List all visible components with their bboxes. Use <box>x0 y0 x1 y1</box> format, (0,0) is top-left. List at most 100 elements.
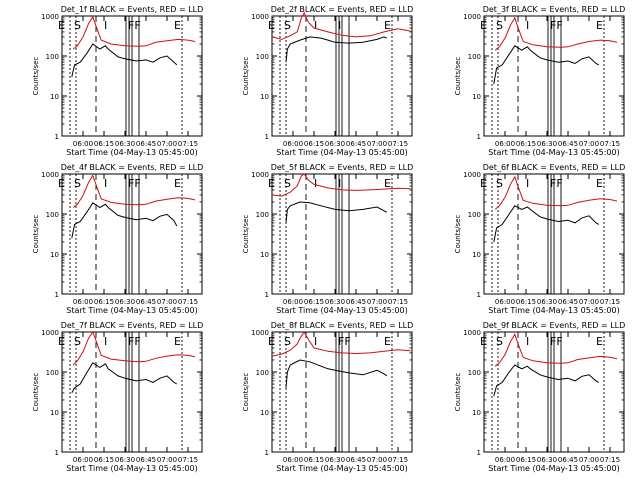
x-tick-label: 07:15 <box>388 298 408 306</box>
phase-marker: E <box>384 19 391 32</box>
x-tick-label: 06:30 <box>115 456 135 464</box>
x-axis-label: Start Time (04-May-13 05:45:00) <box>488 464 619 473</box>
x-tick-label: 06:45 <box>346 298 366 306</box>
phase-marker: S <box>284 335 291 348</box>
x-axis-label: Start Time (04-May-13 05:45:00) <box>276 464 407 473</box>
events-series-line <box>493 205 600 243</box>
y-tick-label: 1000 <box>41 13 59 21</box>
phase-marker: FF <box>550 335 563 348</box>
x-tick-label: 06:00 <box>495 456 515 464</box>
panel-title: Det_8f BLACK = Events, RED = LLD <box>271 321 414 330</box>
x-tick-label: 07:00 <box>157 298 177 306</box>
phase-marker: S <box>74 335 81 348</box>
panel-title: Det_2f BLACK = Events, RED = LLD <box>271 5 414 14</box>
phase-marker: E <box>58 335 65 348</box>
x-tick-label: 06:00 <box>283 140 303 148</box>
y-tick-label: 10 <box>50 409 59 417</box>
y-axis-label: Counts/sec <box>454 57 462 96</box>
panel-det-8: Det_8f BLACK = Events, RED = LLD 1 10 100 10… <box>242 321 413 473</box>
y-tick-label: 10 <box>472 409 481 417</box>
y-axis-label: Counts/sec <box>32 57 40 96</box>
lld-series-line <box>72 330 196 366</box>
x-axis-label: Start Time (04-May-13 05:45:00) <box>488 306 619 315</box>
x-tick-label: 06:15 <box>94 298 114 306</box>
phase-marker: E <box>268 177 275 190</box>
phase-marker: E <box>480 177 487 190</box>
y-tick-label: 1000 <box>41 171 59 179</box>
x-tick-label: 06:45 <box>346 456 366 464</box>
phase-marker: S <box>496 19 503 32</box>
phase-marker: E <box>384 177 391 190</box>
x-tick-label: 06:45 <box>558 140 578 148</box>
x-tick-label: 06:45 <box>558 456 578 464</box>
phase-marker: I <box>526 177 529 190</box>
y-tick-label: 1000 <box>463 329 481 337</box>
y-axis-label: Counts/sec <box>242 215 250 254</box>
y-tick-label: 1000 <box>463 13 481 21</box>
y-tick-label: 100 <box>256 211 269 219</box>
panel-title: Det_3f BLACK = Events, RED = LLD <box>483 5 626 14</box>
y-tick-label: 10 <box>472 93 481 101</box>
y-tick-label: 100 <box>46 53 59 61</box>
x-tick-label: 06:15 <box>304 456 324 464</box>
panel-det-6: Det_6f BLACK = Events, RED = LLD 1 10 100 10… <box>454 163 625 315</box>
x-tick-label: 06:15 <box>516 140 536 148</box>
y-tick-label: 10 <box>260 93 269 101</box>
events-series-line <box>71 202 178 239</box>
phase-marker: FF <box>550 19 563 32</box>
y-axis-label: Counts/sec <box>32 373 40 412</box>
x-axis-label: Start Time (04-May-13 05:45:00) <box>488 148 619 157</box>
phase-marker: S <box>74 19 81 32</box>
panel-det-4: Det_4f BLACK = Events, RED = LLD 1 10 100 10… <box>32 163 203 315</box>
events-series-line <box>71 362 178 394</box>
phase-marker: E <box>480 19 487 32</box>
x-tick-label: 06:15 <box>94 456 114 464</box>
lld-series-line <box>494 332 618 367</box>
x-tick-label: 06:00 <box>73 298 93 306</box>
lld-series-line <box>271 11 411 40</box>
phase-marker: I <box>526 19 529 32</box>
y-tick-label: 100 <box>468 211 481 219</box>
x-axis-label: Start Time (04-May-13 05:45:00) <box>276 148 407 157</box>
x-tick-label: 06:45 <box>136 140 156 148</box>
phase-marker: I <box>338 177 341 190</box>
x-tick-label: 06:00 <box>283 456 303 464</box>
y-axis-label: Counts/sec <box>454 373 462 412</box>
y-tick-label: 1 <box>55 449 59 457</box>
phase-marker: I <box>104 335 107 348</box>
y-axis-label: Counts/sec <box>242 57 250 96</box>
x-tick-label: 06:30 <box>537 140 557 148</box>
panel-title: Det_1f BLACK = Events, RED = LLD <box>61 5 204 14</box>
x-tick-label: 06:00 <box>495 140 515 148</box>
x-axis-label: Start Time (04-May-13 05:45:00) <box>66 464 197 473</box>
phase-marker: S <box>284 19 291 32</box>
x-tick-label: 06:30 <box>325 140 345 148</box>
y-tick-label: 100 <box>256 53 269 61</box>
phase-marker: E <box>596 335 603 348</box>
y-tick-label: 1000 <box>251 13 269 21</box>
phase-marker: E <box>174 19 181 32</box>
y-tick-label: 1 <box>265 449 269 457</box>
panel-det-2: Det_2f BLACK = Events, RED = LLD 1 10 100 10… <box>242 5 413 157</box>
phase-marker: E <box>480 335 487 348</box>
x-tick-label: 06:15 <box>516 456 536 464</box>
phase-marker: FF <box>550 177 563 190</box>
y-tick-label: 10 <box>50 251 59 259</box>
x-tick-label: 06:45 <box>346 140 366 148</box>
x-tick-label: 07:15 <box>388 140 408 148</box>
phase-marker: E <box>596 177 603 190</box>
panel-det-1: Det_1f BLACK = Events, RED = LLD 1 10 100 10… <box>32 5 203 157</box>
phase-marker: FF <box>128 177 141 190</box>
y-tick-label: 1000 <box>251 171 269 179</box>
x-tick-label: 07:15 <box>600 140 620 148</box>
x-tick-label: 06:30 <box>115 298 135 306</box>
x-tick-label: 07:15 <box>388 456 408 464</box>
phase-marker: I <box>104 177 107 190</box>
x-tick-label: 06:30 <box>325 456 345 464</box>
y-tick-label: 1 <box>477 133 481 141</box>
x-axis-label: Start Time (04-May-13 05:45:00) <box>276 306 407 315</box>
panel-title: Det_6f BLACK = Events, RED = LLD <box>483 163 626 172</box>
phase-marker: I <box>314 19 317 32</box>
phase-marker: E <box>268 335 275 348</box>
y-tick-label: 1 <box>477 449 481 457</box>
